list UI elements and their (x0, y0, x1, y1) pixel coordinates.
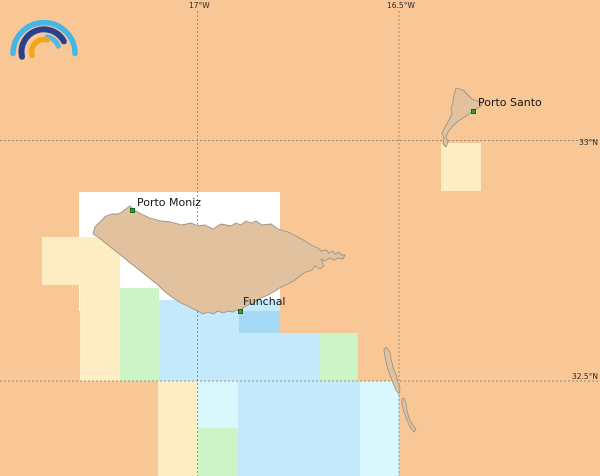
funchal-marker (238, 309, 243, 314)
porto-santo-marker (471, 109, 476, 114)
desertas-island-south (401, 397, 417, 433)
map-tile-blue-mid (280, 333, 320, 381)
porto-moniz-label: Porto Moniz (137, 196, 202, 209)
logo-inner-blue-arc (44, 34, 61, 49)
map-tile-green-east (320, 333, 358, 381)
parallel-33n-label: 33°N (579, 138, 598, 147)
porto-santo-island (441, 87, 484, 148)
parallel-32-5n-label: 32.5°N (571, 372, 598, 381)
map-tile-cream-south (158, 381, 198, 476)
map-tile-cyan-south (198, 381, 238, 428)
porto-santo-label: Porto Santo (478, 96, 542, 109)
meridian-16-5w-label: 16.5°W (387, 1, 415, 10)
map-tile-green-west (120, 288, 159, 381)
map-tile-green-south (198, 428, 238, 476)
map-tile-cyan-southeast (360, 381, 399, 476)
logo-navy-arc (18, 26, 67, 60)
map-tile-blue-south (238, 381, 360, 476)
funchal-label: Funchal (243, 295, 286, 308)
rainbow-arcs-logo[interactable] (8, 10, 88, 70)
map-tile-darkblue-funchal (239, 311, 280, 333)
logo-outer-arc (10, 19, 78, 57)
meridian-17w-label: 17°W (189, 1, 210, 10)
map-tile-cream-portosanto (441, 143, 481, 191)
logo-amber-arc (28, 36, 51, 59)
map-tile-cream-west-block (42, 237, 120, 285)
porto-moniz-marker (130, 208, 135, 213)
map-tile-cream-west-col (80, 285, 120, 381)
